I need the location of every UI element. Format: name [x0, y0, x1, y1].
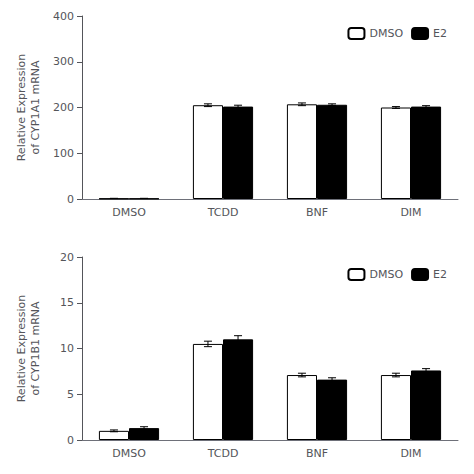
svg-text:DMSO: DMSO: [112, 447, 146, 460]
svg-text:300: 300: [53, 55, 74, 68]
svg-text:E2: E2: [433, 268, 447, 281]
svg-text:10: 10: [60, 342, 74, 355]
svg-text:of CYP1A1 mRNA: of CYP1A1 mRNA: [29, 60, 42, 155]
svg-text:0: 0: [67, 193, 74, 206]
svg-text:Relative Expression: Relative Expression: [15, 295, 28, 403]
svg-text:5: 5: [67, 388, 74, 401]
svg-text:of CYP1B1 mRNA: of CYP1B1 mRNA: [29, 301, 42, 396]
svg-text:DMSO: DMSO: [369, 27, 403, 40]
svg-text:DIM: DIM: [400, 206, 421, 219]
svg-text:E2: E2: [433, 27, 447, 40]
svg-text:20: 20: [60, 251, 74, 264]
svg-text:TCDD: TCDD: [207, 447, 239, 460]
svg-text:DIM: DIM: [400, 447, 421, 460]
svg-text:100: 100: [53, 147, 74, 160]
svg-text:BNF: BNF: [306, 206, 328, 219]
svg-text:DMSO: DMSO: [112, 206, 146, 219]
svg-text:15: 15: [60, 296, 74, 309]
svg-text:200: 200: [53, 101, 74, 114]
svg-text:0: 0: [67, 434, 74, 447]
svg-text:BNF: BNF: [306, 447, 328, 460]
svg-text:DMSO: DMSO: [369, 268, 403, 281]
svg-text:Relative Expression: Relative Expression: [15, 54, 28, 162]
svg-text:400: 400: [53, 10, 74, 23]
svg-text:TCDD: TCDD: [207, 206, 239, 219]
